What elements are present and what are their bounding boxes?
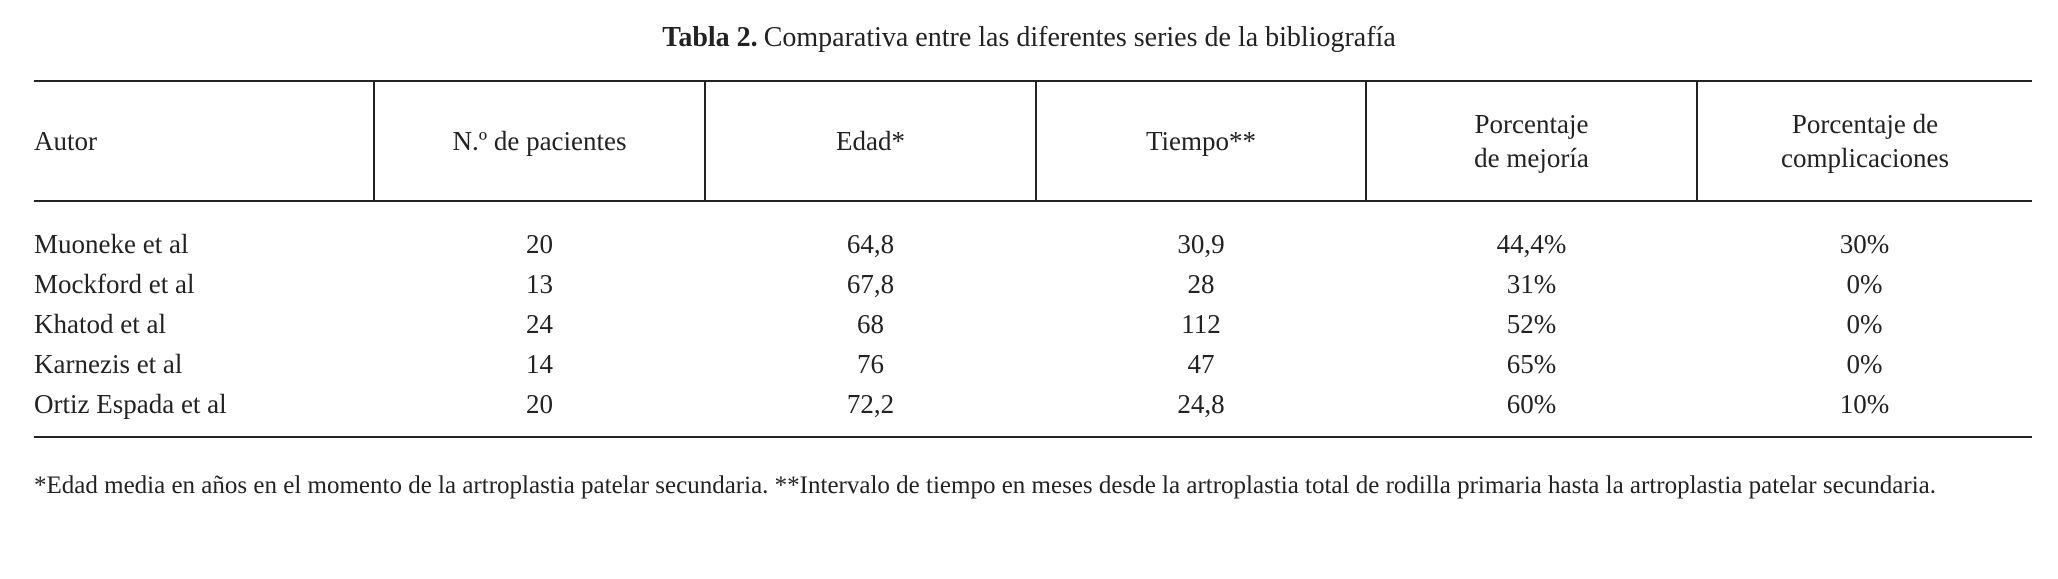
header-cell: Tiempo** — [1035, 81, 1366, 201]
table-cell: 0% — [1846, 269, 1883, 299]
title-text: Comparativa entre las diferentes series … — [763, 22, 1396, 53]
table-cell: Khatod et al — [34, 309, 166, 339]
table-cell: 13 — [526, 269, 553, 299]
table-cell: 28 — [1187, 269, 1215, 299]
table-cell: 31% — [1506, 269, 1557, 299]
title-label: Tabla 2. — [662, 22, 758, 53]
table-row: Muoneke et al 20 64,8 30,9 44,4% 30% — [34, 201, 2032, 264]
table-cell: 65% — [1506, 349, 1557, 379]
table-cell: Karnezis et al — [34, 349, 183, 379]
table-cell: 68 — [857, 309, 884, 339]
table-row: Khatod et al 24 68 112 52% 0% — [34, 304, 2032, 344]
table-header: Autor N.º de pacientes Edad* Tiempo** Porcen… — [34, 81, 2032, 201]
header-cell: N.º de pacientes — [373, 81, 705, 201]
table-cell: 14 — [526, 349, 553, 379]
table-cell: 30% — [1839, 229, 1890, 259]
table-title: Tabla 2. Comparativa entre las diferentes… — [0, 22, 2058, 54]
table-cell: Ortiz Espada et al — [34, 389, 227, 419]
table-cell: 20 — [526, 389, 553, 419]
table-cell: 44,4% — [1496, 229, 1567, 259]
table-cell: 72,2 — [846, 389, 895, 419]
table-cell: 76 — [857, 349, 884, 379]
header-cell: Autor — [34, 126, 97, 156]
table-body: Muoneke et al 20 64,8 30,9 44,4% 30% Mockford … — [34, 201, 2032, 437]
table-cell: 52% — [1506, 309, 1557, 339]
header-cell: Edad* — [704, 81, 1036, 201]
table-cell: 30,9 — [1177, 229, 1225, 259]
table-cell: Muoneke et al — [34, 229, 189, 259]
table-cell: 60% — [1506, 389, 1557, 419]
header-cell: Porcentaje de mejoría — [1365, 81, 1697, 201]
table-cell: 10% — [1839, 389, 1890, 419]
table-cell: 20 — [526, 229, 553, 259]
table-cell: 67,8 — [846, 269, 895, 299]
footnote: *Edad media en años en el momento de la … — [34, 472, 1937, 499]
table-row: Mockford et al 13 67,8 28 31% 0% — [34, 264, 2032, 304]
table-cell: 112 — [1181, 309, 1221, 339]
table-row: Ortiz Espada et al 20 72,2 24,8 60% 10% — [34, 384, 2032, 437]
table-cell: 47 — [1187, 349, 1215, 379]
table-row: Karnezis et al 14 76 47 65% 0% — [34, 344, 2032, 384]
header-cell: Porcentaje de complicaciones — [1696, 81, 2032, 201]
table-cell: 24,8 — [1177, 389, 1225, 419]
table-cell: 24 — [526, 309, 553, 339]
table-cell: 0% — [1846, 309, 1883, 339]
header-row: Autor N.º de pacientes Edad* Tiempo** Porcen… — [34, 81, 2032, 201]
table-cell: Mockford et al — [34, 269, 195, 299]
table-cell: 64,8 — [846, 229, 895, 259]
table-cell: 0% — [1846, 349, 1883, 379]
data-table: Autor N.º de pacientes Edad* Tiempo** Porcen… — [34, 80, 2032, 438]
